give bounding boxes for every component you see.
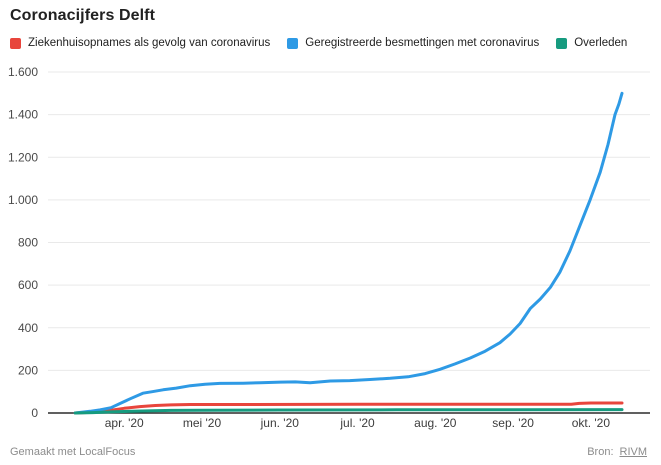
chart-title: Coronacijfers Delft bbox=[10, 7, 156, 24]
legend-swatch-icon bbox=[287, 37, 299, 49]
legend-item-2: Overleden bbox=[556, 37, 627, 49]
legend-swatch-icon bbox=[10, 37, 21, 49]
footer-source: Bron: RIVM bbox=[587, 446, 647, 458]
source-link-rivm[interactable]: RIVM bbox=[619, 446, 648, 458]
chart-plot[interactable]: 0 200 400 600 800 1.000 1.200 1.400 1.600 apr. '2… bbox=[0, 60, 661, 435]
legend-item-1: Geregistreerde besmettingen met coronavi… bbox=[287, 37, 539, 49]
x-tick-label: jun. '20 bbox=[260, 416, 300, 430]
x-tick-label: okt. '20 bbox=[572, 416, 611, 430]
legend-label: Ziekenhuisopnames als gevolg van coronav… bbox=[28, 37, 271, 49]
x-tick-label: jul. '20 bbox=[339, 416, 375, 430]
y-tick-label: 1.400 bbox=[8, 108, 38, 122]
y-tick-label: 200 bbox=[18, 363, 38, 377]
y-tick-label: 600 bbox=[18, 278, 38, 292]
x-tick-label: mei '20 bbox=[183, 416, 222, 430]
x-tick-label: apr. '20 bbox=[105, 416, 144, 430]
legend-label: Overleden bbox=[574, 37, 628, 49]
y-tick-label: 0 bbox=[31, 406, 38, 420]
x-tick-label: sep. '20 bbox=[492, 416, 534, 430]
series-line-1[interactable] bbox=[73, 91, 624, 415]
legend-label: Geregistreerde besmettingen met coronavi… bbox=[305, 37, 540, 49]
y-tick-label: 1.600 bbox=[8, 65, 38, 79]
footer-credit: Gemaakt met LocalFocus bbox=[10, 446, 136, 458]
y-tick-label: 1.000 bbox=[8, 193, 38, 207]
y-tick-label: 400 bbox=[18, 321, 38, 335]
legend-item-0: Ziekenhuisopnames als gevolg van coronav… bbox=[10, 37, 270, 49]
legend-swatch-icon bbox=[556, 37, 568, 49]
y-tick-label: 1.200 bbox=[8, 150, 38, 164]
source-label: Bron: bbox=[587, 446, 614, 458]
series-line-2[interactable] bbox=[73, 408, 624, 415]
x-tick-label: aug. '20 bbox=[414, 416, 457, 430]
legend: Ziekenhuisopnames als gevolg van coronav… bbox=[10, 37, 627, 49]
y-tick-label: 800 bbox=[18, 236, 38, 250]
